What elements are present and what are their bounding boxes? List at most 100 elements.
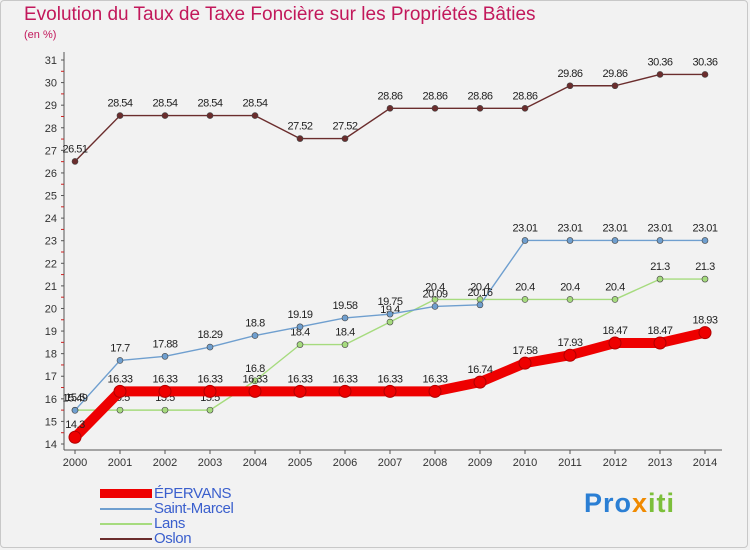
data-point xyxy=(563,348,577,362)
data-point xyxy=(71,407,79,414)
data-label: 16.33 xyxy=(377,373,402,385)
data-point xyxy=(296,323,304,331)
legend-label: ÉPERVANS xyxy=(154,485,232,502)
legend-swatch xyxy=(100,538,152,540)
data-label: 23.01 xyxy=(692,222,717,234)
data-point xyxy=(386,105,394,112)
data-label: 28.86 xyxy=(512,90,537,102)
x-tick-label: 2000 xyxy=(63,457,87,469)
data-point xyxy=(116,112,124,119)
data-point xyxy=(521,296,529,303)
y-tick-label: 27 xyxy=(45,145,57,157)
x-tick-label: 2006 xyxy=(333,457,357,469)
legend-swatch xyxy=(100,508,152,510)
brand-part: iti xyxy=(648,488,676,518)
data-point xyxy=(203,384,217,398)
legend-swatch xyxy=(100,489,152,498)
x-tick-label: 2009 xyxy=(468,457,492,469)
data-point xyxy=(701,237,709,244)
y-tick-label: 16 xyxy=(45,394,57,406)
data-label: 20.4 xyxy=(605,281,625,293)
data-point xyxy=(608,336,622,350)
data-label: 20.4 xyxy=(425,281,445,293)
data-label: 28.54 xyxy=(242,98,267,110)
y-tick-label: 26 xyxy=(45,168,57,180)
data-point xyxy=(431,303,439,310)
x-tick-label: 2005 xyxy=(288,457,312,469)
data-point xyxy=(161,406,169,414)
data-point xyxy=(293,384,307,398)
data-label: 26.51 xyxy=(62,143,87,155)
x-tick-label: 2012 xyxy=(603,457,627,469)
data-point xyxy=(161,353,169,360)
data-point xyxy=(431,296,439,303)
data-label: 27.52 xyxy=(332,121,357,133)
data-label: 27.52 xyxy=(287,121,312,133)
data-label: 18.93 xyxy=(692,315,717,327)
data-label: 15.5 xyxy=(65,392,85,404)
data-point xyxy=(116,406,124,414)
data-label: 23.01 xyxy=(512,222,537,234)
y-tick-label: 21 xyxy=(45,281,57,293)
data-point xyxy=(206,343,214,351)
data-point xyxy=(566,237,574,244)
x-tick-label: 2007 xyxy=(378,457,402,469)
data-point xyxy=(698,326,712,340)
x-tick-label: 2001 xyxy=(108,457,132,469)
data-point xyxy=(251,377,259,385)
data-point xyxy=(338,384,352,398)
data-point xyxy=(428,384,442,398)
y-tick-label: 15 xyxy=(45,416,57,428)
x-tick-label: 2008 xyxy=(423,457,447,469)
data-point xyxy=(71,158,79,165)
x-tick-label: 2013 xyxy=(648,457,672,469)
data-point xyxy=(386,310,394,318)
data-label: 21.3 xyxy=(695,261,715,273)
data-label: 16.8 xyxy=(245,363,265,375)
data-label: 15.49 xyxy=(62,392,87,404)
data-label: 18.4 xyxy=(335,327,355,339)
data-label: 17.93 xyxy=(557,337,582,349)
data-point xyxy=(701,71,709,78)
legend-label: Saint-Marcel xyxy=(154,500,234,517)
y-tick-label: 23 xyxy=(45,236,57,248)
y-tick-label: 30 xyxy=(45,78,57,90)
data-point xyxy=(251,112,259,119)
x-tick-label: 2010 xyxy=(513,457,537,469)
data-label: 16.33 xyxy=(152,373,177,385)
data-point xyxy=(566,82,574,90)
y-tick-label: 19 xyxy=(45,326,57,338)
data-point xyxy=(566,296,574,303)
data-label: 20.16 xyxy=(467,287,492,299)
data-point xyxy=(341,135,349,142)
data-point xyxy=(251,332,259,339)
y-tick-label: 22 xyxy=(45,258,57,270)
data-label: 16.33 xyxy=(197,373,222,385)
x-tick-label: 2002 xyxy=(153,457,177,469)
y-tick-label: 25 xyxy=(45,191,57,203)
y-tick-label: 31 xyxy=(45,55,57,67)
data-label: 30.36 xyxy=(647,56,672,68)
data-label: 23.01 xyxy=(647,222,672,234)
x-tick-label: 2003 xyxy=(198,457,222,469)
data-label: 19.58 xyxy=(332,300,357,312)
data-label: 28.86 xyxy=(467,90,492,102)
y-tick-label: 28 xyxy=(45,123,57,135)
data-label: 28.86 xyxy=(377,90,402,102)
brand-logo: Proxiti xyxy=(584,488,675,519)
data-label: 14.3 xyxy=(65,419,85,431)
y-tick-label: 14 xyxy=(45,439,57,451)
brand-part: x xyxy=(632,488,649,518)
brand-part: Pro xyxy=(584,488,633,518)
data-label: 18.8 xyxy=(245,318,265,330)
data-point xyxy=(296,135,304,142)
data-label: 17.58 xyxy=(512,345,537,357)
data-label: 23.01 xyxy=(557,222,582,234)
data-point xyxy=(161,112,169,119)
data-label: 16.33 xyxy=(422,373,447,385)
data-point xyxy=(341,341,349,348)
data-label: 16.74 xyxy=(467,364,492,376)
data-label: 18.47 xyxy=(647,325,672,337)
y-tick-label: 24 xyxy=(45,213,57,225)
y-tick-label: 20 xyxy=(45,303,57,315)
